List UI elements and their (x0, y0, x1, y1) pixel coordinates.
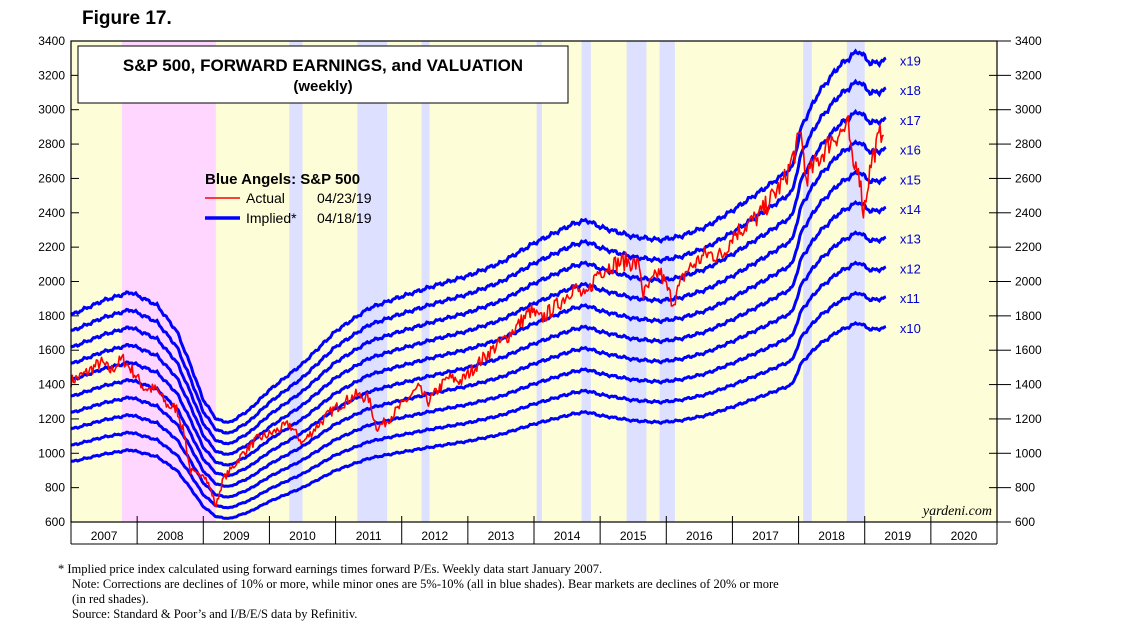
xtick-label-2017: 2017 (752, 529, 779, 543)
implied-line-x15 (70, 169, 887, 467)
ytick-left-label: 800 (45, 481, 65, 495)
actual-layer (70, 115, 884, 508)
footnote-implied: * Implied price index calculated using f… (58, 562, 603, 576)
chart-subtitle: (weekly) (293, 78, 352, 95)
implied-line-x17 (70, 108, 887, 446)
implied-label-x17: x17 (900, 113, 921, 128)
correction-band-7 (803, 41, 812, 522)
implied-line-x19 (70, 48, 887, 424)
footnote-note-cont: (in red shades). (72, 592, 149, 606)
ytick-left-label: 2400 (38, 206, 65, 220)
implied-label-x16: x16 (900, 143, 921, 158)
xtick-label-2018: 2018 (818, 529, 845, 543)
ytick-left-label: 1200 (38, 412, 65, 426)
xtick-label-2014: 2014 (554, 529, 581, 543)
implied-label-x14: x14 (900, 202, 921, 217)
ytick-left-label: 3400 (38, 34, 65, 48)
chart-title: S&P 500, FORWARD EARNINGS, and VALUATION (123, 56, 523, 75)
footnote-source: Source: Standard & Poor’s and I/B/E/S da… (72, 607, 358, 621)
implied-label-x15: x15 (900, 172, 921, 187)
xtick-label-2011: 2011 (356, 529, 382, 543)
ytick-right-label: 1200 (1015, 412, 1042, 426)
ytick-right-label: 3000 (1015, 103, 1042, 117)
correction-band-1 (357, 41, 388, 522)
implied-label-x13: x13 (900, 232, 921, 247)
xtick-label-2009: 2009 (223, 529, 250, 543)
implied-label-x11: x11 (900, 291, 920, 306)
ytick-right-label: 2000 (1015, 275, 1042, 289)
watermark: yardeni.com (921, 504, 992, 519)
correction-band-4 (581, 41, 591, 522)
ytick-right-label: 800 (1015, 481, 1035, 495)
implied-line-x11 (70, 290, 887, 510)
implied-label-x10: x10 (900, 321, 921, 336)
xtick-label-2019: 2019 (884, 529, 911, 543)
ytick-right-label: 600 (1015, 515, 1035, 529)
ytick-right-label: 1800 (1015, 309, 1042, 323)
implied-label-x19: x19 (900, 53, 921, 68)
ytick-left-label: 2200 (38, 240, 65, 254)
footnote-note: Note: Corrections are declines of 10% or… (72, 577, 779, 591)
ytick-right-label: 3200 (1015, 68, 1042, 82)
plot-frame (70, 40, 998, 523)
ytick-left-label: 3000 (38, 103, 65, 117)
implied-line-x12 (70, 260, 887, 499)
xtick-label-2012: 2012 (421, 529, 448, 543)
implied-label-x18: x18 (900, 83, 921, 98)
figure-label: Figure 17. (82, 8, 172, 29)
xtick-label-2015: 2015 (620, 529, 647, 543)
ytick-left-label: 1800 (38, 309, 65, 323)
legend-implied-label: Implied* (246, 210, 297, 226)
ytick-right-label: 1600 (1015, 343, 1042, 357)
ytick-right-label: 2400 (1015, 206, 1042, 220)
implied-label-x12: x12 (900, 261, 921, 276)
legend-title: Blue Angels: S&P 500 (205, 171, 360, 188)
ytick-left-label: 1000 (38, 446, 65, 460)
ytick-right-label: 2200 (1015, 240, 1042, 254)
xtick-label-2007: 2007 (91, 529, 118, 543)
correction-band-0 (289, 41, 303, 522)
ytick-left-label: 1600 (38, 343, 65, 357)
axis-layer: 600 600 800 800 1000 1000 1200 1200 1400 1400 1600… (38, 34, 1042, 545)
implied-line-x13 (70, 230, 887, 488)
ytick-right-label: 2600 (1015, 171, 1042, 185)
xtick-label-2013: 2013 (488, 529, 515, 543)
ytick-right-label: 3400 (1015, 34, 1042, 48)
ytick-right-label: 1000 (1015, 446, 1042, 460)
xtick-label-2020: 2020 (951, 529, 978, 543)
ytick-left-label: 2800 (38, 137, 65, 151)
correction-band-8 (846, 41, 865, 522)
ytick-left-label: 3200 (38, 68, 65, 82)
ytick-right-label: 1400 (1015, 378, 1042, 392)
xtick-label-2016: 2016 (686, 529, 713, 543)
ytick-left-label: 2000 (38, 275, 65, 289)
legend-implied-date: 04/18/19 (317, 210, 372, 226)
title-box (77, 45, 569, 104)
legend-actual-date: 04/23/19 (317, 190, 372, 206)
ytick-right-label: 2800 (1015, 137, 1042, 151)
ytick-left-label: 2600 (38, 171, 65, 185)
actual-line (70, 115, 884, 508)
sp500-valuation-chart: x10 x11 x12 x13 x14 x15 x16 x17 x18 x19 600 600 800… (38, 34, 1042, 545)
implied-line-x16 (70, 139, 887, 456)
correction-band-5 (626, 41, 647, 522)
xtick-label-2010: 2010 (289, 529, 316, 543)
legend-actual-label: Actual (246, 190, 285, 206)
xtick-label-2008: 2008 (157, 529, 184, 543)
ytick-left-label: 600 (45, 515, 65, 529)
correction-band-2 (421, 41, 430, 522)
implied-line-x10 (70, 320, 887, 520)
ytick-left-label: 1400 (38, 378, 65, 392)
